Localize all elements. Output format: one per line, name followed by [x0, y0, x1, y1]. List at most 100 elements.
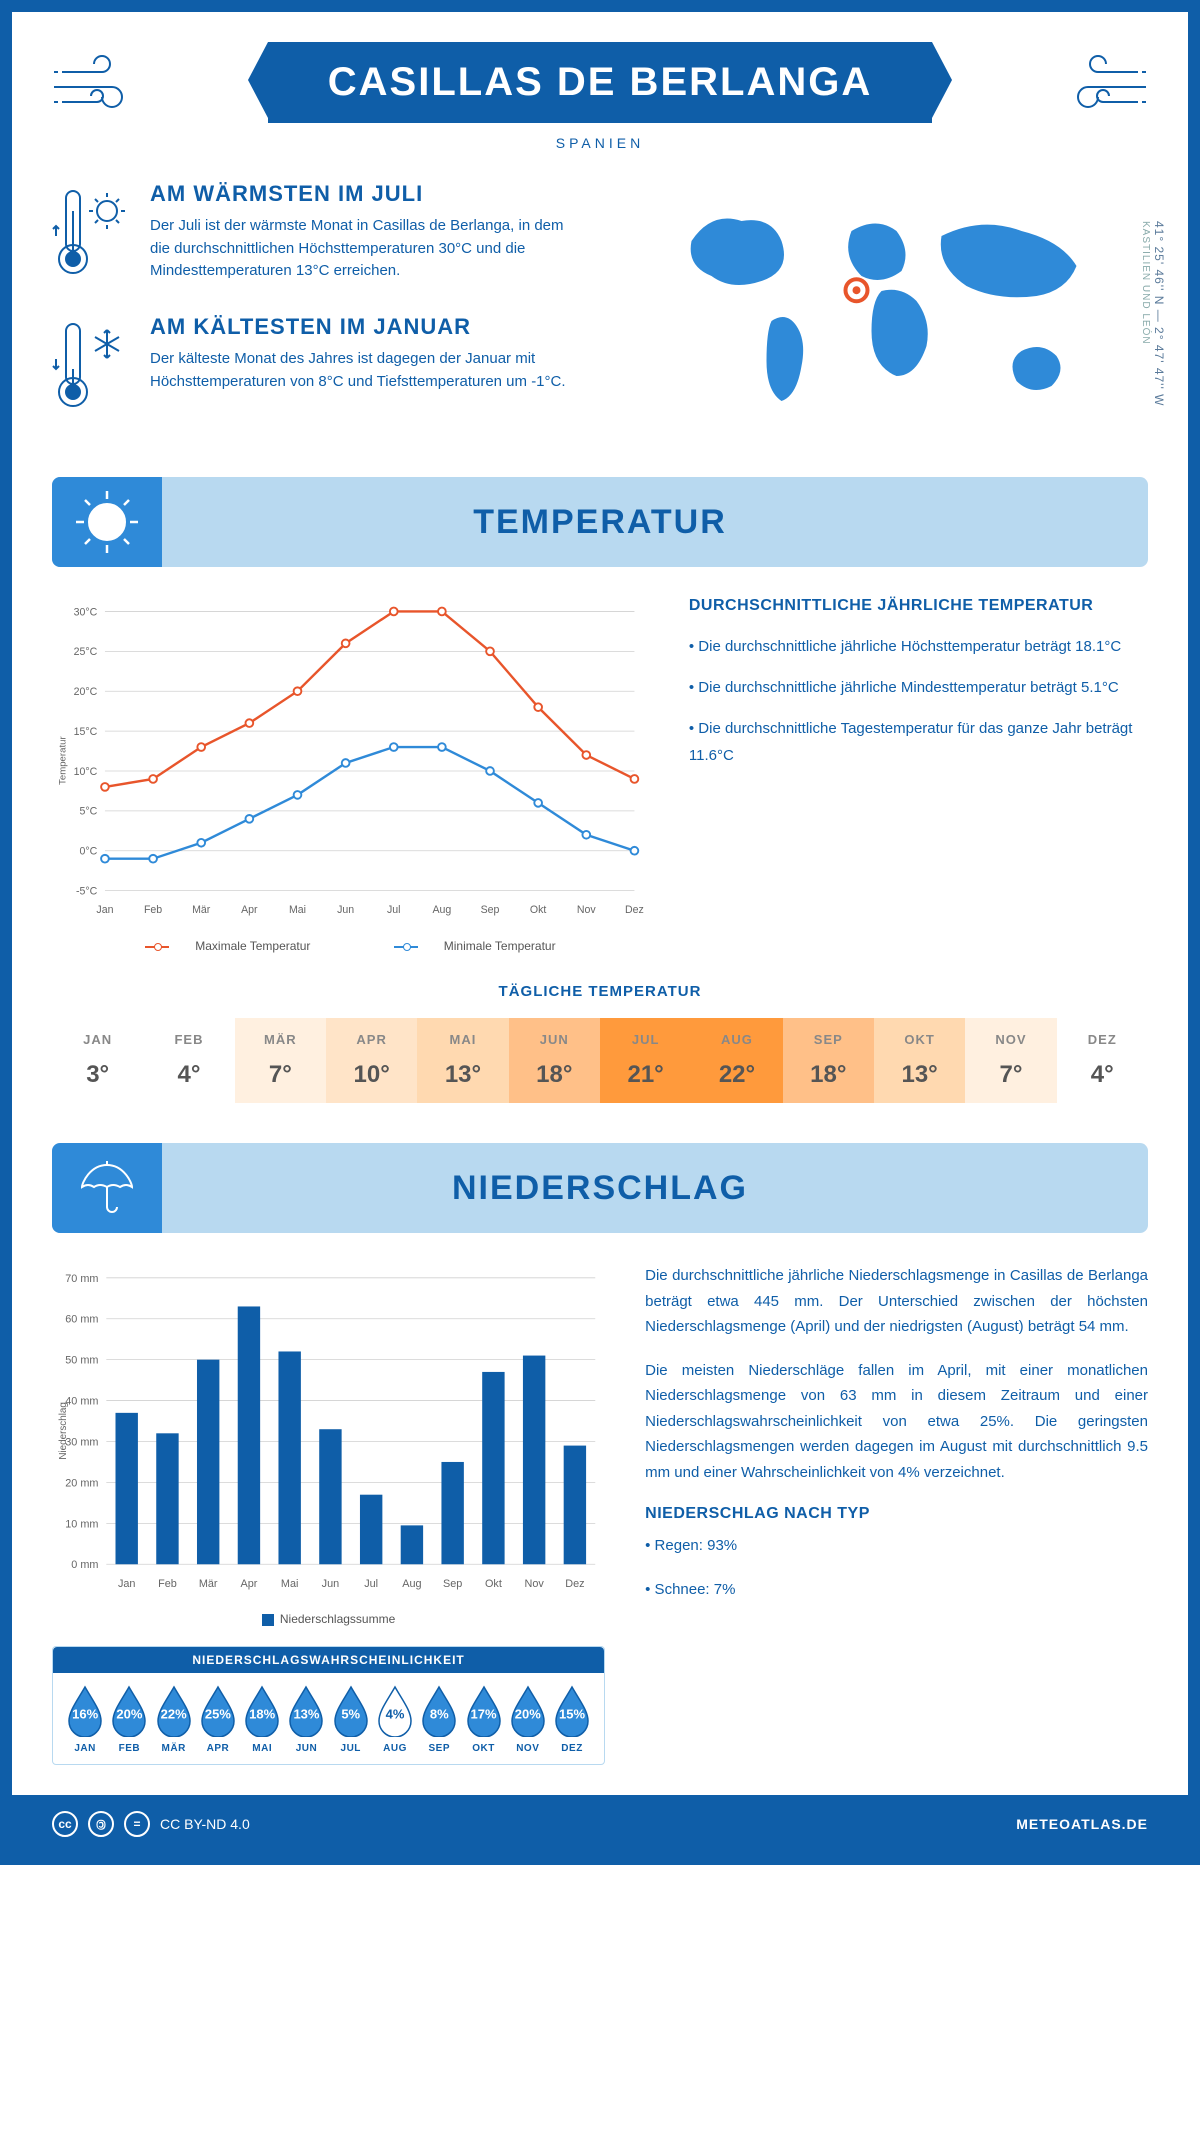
heat-cell: APR10°: [326, 1018, 417, 1103]
heat-cell: OKT13°: [874, 1018, 965, 1103]
svg-text:0°C: 0°C: [79, 846, 97, 858]
svg-text:Niederschlag: Niederschlag: [58, 1402, 69, 1460]
thermometer-snow-icon: [52, 314, 132, 419]
svg-text:Okt: Okt: [485, 1578, 502, 1590]
temperature-summary: DURCHSCHNITTLICHE JÄHRLICHE TEMPERATUR •…: [689, 597, 1148, 953]
precipitation-chart: 0 mm 10 mm 20 mm 30 mm 40 mm 50 mm 60 mm 70 mm N…: [52, 1263, 605, 1599]
svg-text:5°C: 5°C: [79, 806, 97, 818]
sun-icon: [52, 477, 162, 567]
heat-cell: JUN18°: [509, 1018, 600, 1103]
page-subtitle: SPANIEN: [52, 135, 1148, 151]
heat-cell: AUG22°: [691, 1018, 782, 1103]
svg-text:Aug: Aug: [402, 1578, 421, 1590]
svg-text:20°C: 20°C: [74, 686, 98, 698]
warmest-text: Der Juli ist der wärmste Monat in Casill…: [150, 215, 585, 283]
svg-text:60 mm: 60 mm: [65, 1314, 98, 1326]
prob-drop: 17%OKT: [461, 1685, 505, 1754]
svg-text:Nov: Nov: [524, 1578, 544, 1590]
site-name: METEOATLAS.DE: [1016, 1816, 1148, 1832]
svg-text:Okt: Okt: [530, 904, 547, 916]
svg-text:Aug: Aug: [432, 904, 451, 916]
svg-text:40 mm: 40 mm: [65, 1396, 98, 1408]
section-precipitation: NIEDERSCHLAG: [52, 1143, 1148, 1233]
svg-text:Jun: Jun: [337, 904, 354, 916]
umbrella-icon: [52, 1143, 162, 1233]
daily-temp-heatmap: JAN3°FEB4°MÄR7°APR10°MAI13°JUN18°JUL21°A…: [52, 1018, 1148, 1103]
wind-icon: [1058, 52, 1148, 127]
section-title: NIEDERSCHLAG: [452, 1169, 748, 1208]
svg-text:Apr: Apr: [241, 904, 258, 916]
svg-text:Sep: Sep: [481, 904, 500, 916]
svg-text:Mär: Mär: [199, 1578, 218, 1590]
license-text: CC BY-ND 4.0: [160, 1816, 250, 1832]
heat-cell: DEZ4°: [1057, 1018, 1148, 1103]
section-title: TEMPERATUR: [473, 503, 727, 542]
prob-drop: 4%AUG: [373, 1685, 417, 1754]
coldest-text: Der kälteste Monat des Jahres ist dagege…: [150, 348, 585, 393]
svg-text:70 mm: 70 mm: [65, 1273, 98, 1285]
heat-cell: JUL21°: [600, 1018, 691, 1103]
thermometer-sun-icon: [52, 181, 132, 286]
heat-cell: MÄR7°: [235, 1018, 326, 1103]
daily-temp-title: TÄGLICHE TEMPERATUR: [52, 983, 1148, 1000]
svg-text:50 mm: 50 mm: [65, 1355, 98, 1367]
svg-text:Jan: Jan: [118, 1578, 136, 1590]
coldest-title: AM KÄLTESTEN IM JANUAR: [150, 314, 585, 340]
section-temperature: TEMPERATUR: [52, 477, 1148, 567]
prob-drop: 15%DEZ: [550, 1685, 594, 1754]
precip-legend: Niederschlagssumme: [52, 1612, 605, 1626]
svg-text:Dez: Dez: [565, 1578, 584, 1590]
svg-text:0 mm: 0 mm: [71, 1560, 98, 1572]
wind-icon: [52, 52, 142, 127]
prob-drop: 25%APR: [196, 1685, 240, 1754]
warmest-block: AM WÄRMSTEN IM JULI Der Juli ist der wär…: [52, 181, 585, 286]
svg-text:25°C: 25°C: [74, 646, 98, 658]
svg-text:Mai: Mai: [281, 1578, 299, 1590]
svg-text:Jan: Jan: [96, 904, 113, 916]
svg-text:Feb: Feb: [144, 904, 162, 916]
prob-drop: 5%JUL: [329, 1685, 373, 1754]
svg-text:15°C: 15°C: [74, 726, 98, 738]
svg-text:Temperatur: Temperatur: [57, 736, 68, 785]
probability-box: NIEDERSCHLAGSWAHRSCHEINLICHKEIT 16%JAN20…: [52, 1646, 605, 1765]
svg-text:Jul: Jul: [387, 904, 401, 916]
heat-cell: JAN3°: [52, 1018, 143, 1103]
svg-text:Jun: Jun: [322, 1578, 340, 1590]
temp-legend: Maximale Temperatur Minimale Temperatur: [52, 939, 649, 953]
heat-cell: FEB4°: [143, 1018, 234, 1103]
info-section: AM WÄRMSTEN IM JULI Der Juli ist der wär…: [52, 181, 1148, 447]
coldest-block: AM KÄLTESTEN IM JANUAR Der kälteste Mona…: [52, 314, 585, 419]
temperature-chart: -5°C0°C5°C10°C15°C20°C25°C30°CTemperatur…: [52, 597, 649, 953]
prob-drop: 22%MÄR: [152, 1685, 196, 1754]
svg-text:30 mm: 30 mm: [65, 1437, 98, 1449]
prob-drop: 18%MAI: [240, 1685, 284, 1754]
heat-cell: NOV7°: [965, 1018, 1056, 1103]
prob-drop: 8%SEP: [417, 1685, 461, 1754]
svg-text:Mär: Mär: [192, 904, 211, 916]
prob-drop: 16%JAN: [63, 1685, 107, 1754]
svg-text:Jul: Jul: [364, 1578, 378, 1590]
svg-text:Nov: Nov: [577, 904, 597, 916]
world-map: [615, 181, 1148, 441]
footer: cc 🄯 = CC BY-ND 4.0 METEOATLAS.DE: [12, 1795, 1188, 1853]
page-title: CASILLAS DE BERLANGA: [268, 42, 932, 123]
svg-text:Feb: Feb: [158, 1578, 177, 1590]
heat-cell: SEP18°: [783, 1018, 874, 1103]
svg-text:Sep: Sep: [443, 1578, 462, 1590]
temp-summary-title: DURCHSCHNITTLICHE JÄHRLICHE TEMPERATUR: [689, 597, 1148, 615]
svg-text:10 mm: 10 mm: [65, 1519, 98, 1531]
precipitation-summary: Die durchschnittliche jährliche Niedersc…: [645, 1263, 1148, 1765]
warmest-title: AM WÄRMSTEN IM JULI: [150, 181, 585, 207]
coordinates: 41° 25' 46'' N — 2° 47' 47'' W KASTILIEN…: [1138, 221, 1166, 406]
svg-text:30°C: 30°C: [74, 606, 98, 618]
prob-drop: 13%JUN: [284, 1685, 328, 1754]
svg-text:Mai: Mai: [289, 904, 306, 916]
header: CASILLAS DE BERLANGA SPANIEN: [52, 42, 1148, 151]
heat-cell: MAI13°: [417, 1018, 508, 1103]
svg-text:20 mm: 20 mm: [65, 1478, 98, 1490]
by-icon: 🄯: [88, 1811, 114, 1837]
svg-text:Dez: Dez: [625, 904, 644, 916]
svg-text:-5°C: -5°C: [76, 885, 98, 897]
cc-icon: cc: [52, 1811, 78, 1837]
nd-icon: =: [124, 1811, 150, 1837]
